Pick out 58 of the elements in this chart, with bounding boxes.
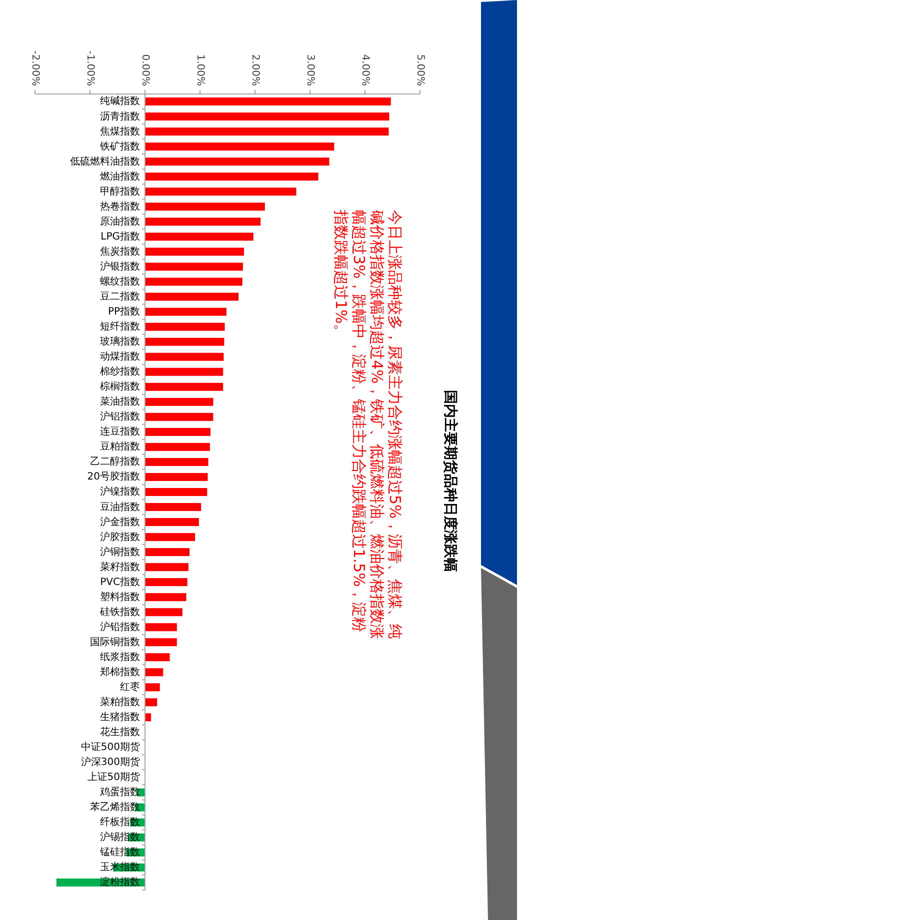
y-tick-label: 塑料指数: [100, 590, 140, 603]
y-tick-label: 沪银指数: [100, 260, 140, 272]
y-tick-label: 沪金指数: [100, 516, 140, 528]
y-tick-label: 乙二醇指数: [90, 456, 140, 468]
y-tick-label: 低硫燃料油指数: [70, 155, 140, 168]
y-tick-label: PP指数: [108, 306, 140, 318]
x-tick-label: -1.00%: [84, 50, 96, 86]
x-tick-label: 0.00%: [139, 54, 150, 86]
y-tick-label: 焦炭指数: [100, 245, 140, 258]
annotation: 今日上涨品种较多，尿素主力合约涨幅超过5%，沥青、焦煤、纯碱价格指数涨幅均超过4%，铁矿、低硫燃料油、燃油价格指数涨幅超过3%，跌幅中，淀粉、锰硅主力合约跌幅超过1.5%，淀粉指数跌幅超过1%。: [332, 210, 404, 640]
text: 国内主要期货品种日度涨跌幅: [442, 390, 460, 572]
y-tick-label: 棉纱指数: [100, 366, 140, 378]
x-tick-label: 1.00%: [194, 54, 206, 86]
y-tick-label: 燃油指数: [100, 170, 140, 182]
y-tick-label: 花生指数: [100, 726, 140, 738]
y-tick-label: 连豆指数: [100, 426, 140, 438]
y-tick-label: 菜籽指数: [100, 560, 140, 573]
x-tick-label: 5.00%: [414, 54, 426, 86]
y-tick-label: 豆二指数: [100, 290, 140, 302]
y-tick-label: 20号胶指数: [87, 470, 140, 483]
y-tick-label: 沪铅指数: [100, 620, 140, 633]
x-tick-label: 4.00%: [359, 54, 370, 86]
y-tick-label: PVC指数: [100, 576, 140, 588]
y-tick-label: 原油指数: [100, 215, 140, 228]
y-tick-label: 红枣: [120, 680, 140, 693]
y-tick-label: 淀粉指数: [100, 876, 140, 888]
y-tick-label: 铁矿指数: [99, 140, 140, 152]
x-tick-label: -2.00%: [29, 50, 40, 86]
y-tick-label: 菜粕指数: [100, 696, 140, 708]
y-tick-label: 纸浆指数: [100, 650, 140, 663]
y-tick-label: 螺纹指数: [100, 275, 140, 288]
x-tick-label: 2.00%: [249, 54, 260, 86]
x-tick-label: 3.00%: [304, 54, 316, 86]
y-tick-label: 纤板指数: [100, 816, 140, 828]
y-tick-label: 沪深300期货: [80, 756, 140, 768]
y-tick-label: 棕榈指数: [100, 380, 140, 393]
y-tick-label: 动煤指数: [100, 350, 140, 363]
y-tick-label: 硅铁指数: [99, 606, 140, 618]
y-tick-label: 豆油指数: [100, 500, 140, 513]
y-tick-label: 沪镍指数: [100, 486, 140, 498]
y-tick-label: 纯碱指数: [100, 95, 140, 108]
y-tick-label: 菜油指数: [100, 396, 140, 408]
y-tick-label: 甲醇指数: [100, 185, 140, 198]
y-tick-label: 豆粕指数: [100, 440, 140, 453]
y-tick-label: 玻璃指数: [100, 336, 140, 348]
y-tick-label: 郑棉指数: [100, 666, 140, 678]
y-tick-label: 沥青指数: [100, 110, 140, 122]
y-tick-label: 生猪指数: [100, 711, 140, 724]
y-tick-label: LPG指数: [100, 230, 140, 242]
y-tick-label: 沪胶指数: [100, 530, 140, 543]
y-tick-label: 沪铝指数: [100, 410, 140, 423]
y-tick-label: 国际铜指数: [90, 636, 140, 648]
y-tick-label: 沪铜指数: [100, 546, 140, 558]
y-tick-label: 上证50期货: [87, 771, 140, 784]
y-tick-label: 中证500期货: [80, 741, 140, 754]
y-tick-label: 焦煤指数: [100, 125, 140, 138]
y-tick-label: 短纤指数: [100, 320, 140, 333]
y-tick-label: 热卷指数: [100, 200, 140, 212]
